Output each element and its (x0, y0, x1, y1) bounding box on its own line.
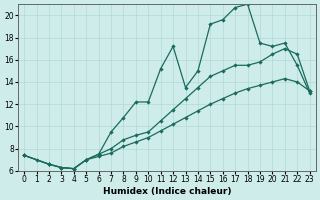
X-axis label: Humidex (Indice chaleur): Humidex (Indice chaleur) (103, 187, 231, 196)
